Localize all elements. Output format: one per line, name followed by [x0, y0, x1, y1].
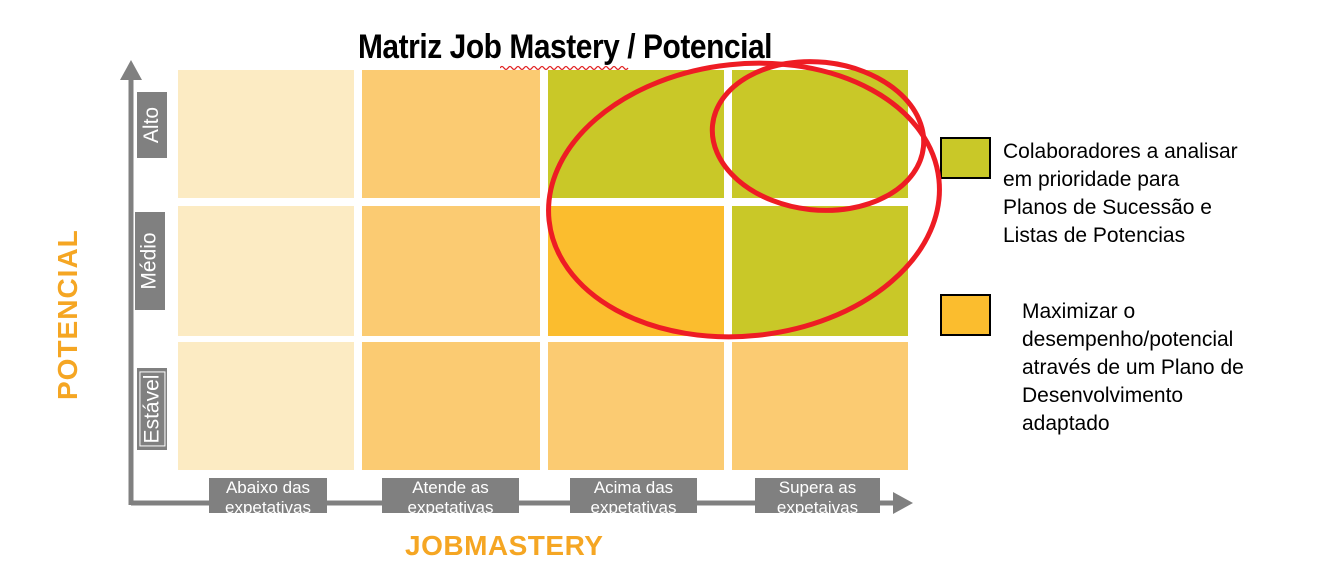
y-axis-title: POTENCIAL	[52, 229, 83, 400]
x-level-supera: Supera as expetaivas	[755, 478, 880, 513]
matrix-cell-médio-2	[362, 206, 540, 336]
legend-text-priority: Colaboradores a analisar em prioridade p…	[1003, 140, 1238, 247]
matrix-cell-médio-1	[178, 206, 354, 336]
y-level-estavel: Estável	[137, 368, 167, 450]
matrix-cell-estável-3	[548, 342, 724, 470]
legend-swatch-development	[940, 294, 991, 336]
legend-swatch-priority	[940, 137, 991, 179]
y-level-label: Estável	[139, 371, 165, 447]
matrix-cell-alto-3	[548, 70, 724, 198]
y-level-medio: Médio	[135, 212, 165, 310]
matrix-cell-estável-2	[362, 342, 540, 470]
x-level-acima: Acima das expetativas	[570, 478, 697, 513]
y-level-label: Alto	[140, 106, 163, 144]
matrix-cell-alto-4	[732, 70, 908, 198]
x-level-abaixo: Abaixo das expetativas	[209, 478, 327, 513]
matrix-cell-estável-4	[732, 342, 908, 470]
matrix-cell-estável-1	[178, 342, 354, 470]
y-level-label: Médio	[138, 232, 162, 290]
matrix-cell-alto-2	[362, 70, 540, 198]
x-axis-arrowhead	[893, 492, 913, 514]
x-level-atende: Atende as expetativas	[382, 478, 519, 513]
legend-text-development: Maximizar o desempenho/potencial através…	[1022, 300, 1244, 435]
matrix-cell-médio-4	[732, 206, 908, 336]
matrix-title: Matriz Job Mastery / Potencial	[357, 28, 773, 66]
matrix-cell-médio-3	[548, 206, 724, 336]
y-level-alto: Alto	[137, 92, 167, 158]
x-axis-title: JOBMASTERY	[405, 530, 604, 561]
y-axis-arrowhead	[120, 60, 142, 80]
matrix-cell-alto-1	[178, 70, 354, 198]
